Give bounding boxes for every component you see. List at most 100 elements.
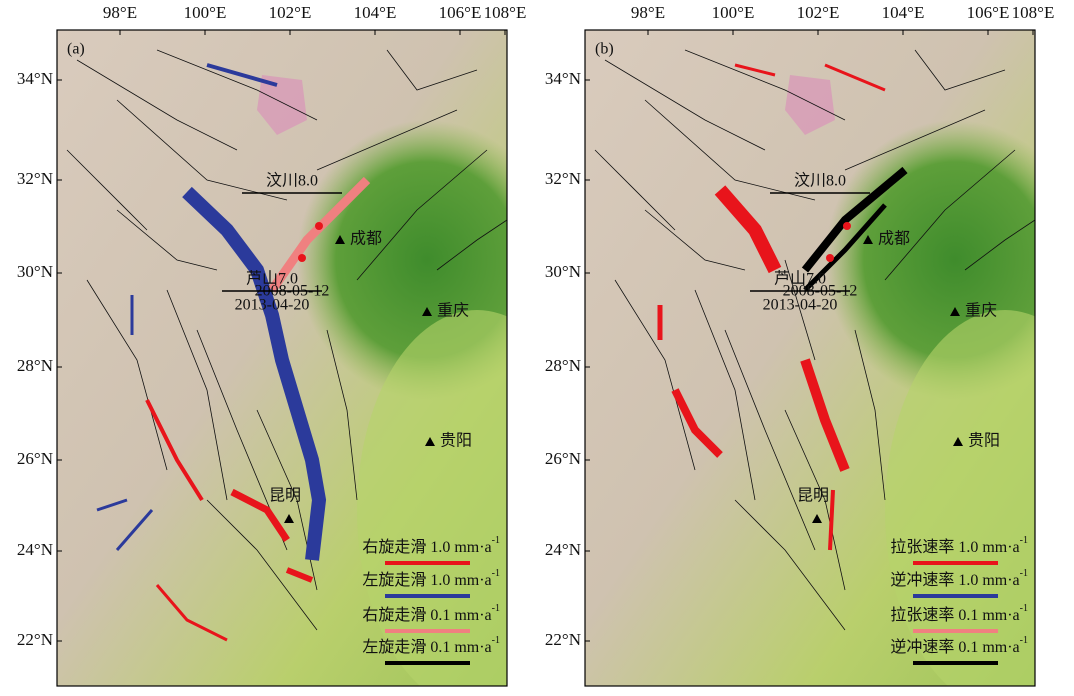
legend-exponent: -1 — [492, 568, 500, 579]
legend-exponent: -1 — [1020, 568, 1028, 579]
lat-tick-label: 34°N — [545, 69, 581, 88]
fault-band — [96, 498, 128, 512]
legend-label: 拉张速率 1.0 mm·a-1 — [890, 535, 1028, 555]
fault-line — [356, 149, 488, 281]
fault-band — [206, 63, 278, 87]
fault-band — [182, 186, 327, 561]
map-frame — [56, 29, 508, 687]
fault-line — [166, 289, 228, 501]
map-frame — [584, 29, 1036, 687]
fault-band — [115, 509, 154, 551]
fault-line — [604, 59, 766, 151]
legend-label: 右旋走滑 0.1 mm·a-1 — [362, 603, 500, 623]
fault-band — [145, 399, 204, 502]
fault-line — [256, 409, 318, 591]
legend-text: 逆冲速率 0.1 mm·a — [890, 638, 1019, 656]
city-marker — [863, 235, 873, 244]
legend-label: 右旋走滑 1.0 mm·a-1 — [362, 535, 500, 555]
fault-band — [671, 388, 723, 458]
city-name: 重庆 — [965, 302, 997, 320]
legend-exponent: -1 — [1020, 603, 1028, 614]
city-name: 重庆 — [437, 302, 469, 320]
lat-tick-label: 28°N — [17, 356, 53, 375]
lon-tick-label: 108°E — [1012, 3, 1055, 22]
fault-line — [594, 149, 676, 231]
epicenter — [843, 222, 851, 230]
fault-line — [116, 209, 218, 271]
lowland — [357, 310, 507, 686]
map-panel: 98°E 100°E 102°E 104°E 106°E 108°E 34°N 32°N 30°… — [545, 3, 1055, 687]
lat-tick-label: 24°N — [545, 540, 581, 559]
epicenter — [298, 254, 306, 262]
fault-line — [326, 329, 358, 501]
legend-text: 拉张速率 1.0 mm·a — [890, 538, 1019, 556]
event-name: 芦山7.0 — [774, 270, 826, 288]
lat-tick-label: 32°N — [17, 169, 53, 188]
fault-band — [824, 63, 886, 92]
lat-tick-label: 22°N — [545, 630, 581, 649]
legend-label: 逆冲速率 1.0 mm·a-1 — [890, 568, 1028, 588]
fault-line — [206, 499, 318, 631]
legend-label: 左旋走滑 0.1 mm·a-1 — [362, 635, 500, 655]
city-name: 贵阳 — [968, 432, 1000, 450]
fault-line — [734, 499, 846, 631]
lon-tick-label: 106°E — [967, 3, 1010, 22]
lon-tick-label: 102°E — [797, 3, 840, 22]
city-marker — [422, 307, 432, 316]
lon-tick-label: 100°E — [184, 3, 227, 22]
fault-line — [844, 109, 986, 171]
legend-text: 拉张速率 0.1 mm·a — [890, 606, 1019, 624]
fault-band — [230, 488, 290, 542]
lowland — [885, 310, 1035, 686]
map-area — [57, 30, 507, 686]
city-name: 昆明 — [269, 488, 301, 505]
fault-line — [386, 49, 478, 91]
map-panel: 98°E 100°E 102°E 104°E 106°E 108°E 34°N 32°N 30°… — [17, 3, 527, 687]
legend-label: 逆冲速率 0.1 mm·a-1 — [890, 635, 1028, 655]
legend-text: 右旋走滑 1.0 mm·a — [362, 538, 491, 556]
fault-line — [316, 109, 458, 171]
fault-band — [800, 358, 850, 472]
fault-line — [436, 219, 507, 271]
lon-tick-label: 108°E — [484, 3, 527, 22]
plateau-lake — [257, 75, 307, 135]
lat-tick-label: 30°N — [17, 262, 53, 281]
city-name: 昆明 — [797, 488, 829, 505]
city-name: 贵阳 — [440, 432, 472, 450]
lon-tick-label: 104°E — [354, 3, 397, 22]
legend-label: 左旋走滑 1.0 mm·a-1 — [362, 568, 500, 588]
city-name: 成都 — [350, 230, 382, 248]
legend-text: 逆冲速率 1.0 mm·a — [890, 571, 1019, 589]
lat-tick-label: 24°N — [17, 540, 53, 559]
fault-line — [724, 329, 816, 551]
fault-band — [828, 489, 835, 551]
lat-tick-label: 32°N — [545, 169, 581, 188]
city-marker — [284, 514, 294, 523]
lon-tick-label: 98°E — [631, 3, 665, 22]
fault-band — [801, 166, 908, 273]
panel-label: (b) — [595, 41, 614, 58]
legend-text: 左旋走滑 1.0 mm·a — [362, 571, 491, 589]
plateau-lake — [785, 75, 835, 135]
legend-label: 拉张速率 0.1 mm·a-1 — [890, 603, 1028, 623]
lat-tick-label: 22°N — [17, 630, 53, 649]
legend-text: 右旋走滑 0.1 mm·a — [362, 606, 491, 624]
event-name: 汶川8.0 — [266, 172, 318, 190]
lon-tick-label: 102°E — [269, 3, 312, 22]
city-marker — [950, 307, 960, 316]
fault-line — [76, 59, 238, 151]
lat-tick-label: 28°N — [545, 356, 581, 375]
legend-text: 左旋走滑 0.1 mm·a — [362, 638, 491, 656]
fault-line — [66, 149, 148, 231]
fault-band — [714, 185, 782, 274]
epicenter — [826, 254, 834, 262]
legend-exponent: -1 — [1020, 535, 1028, 546]
city-marker — [812, 514, 822, 523]
fault-line — [614, 279, 696, 471]
fault-band — [268, 176, 371, 293]
lon-tick-label: 100°E — [712, 3, 755, 22]
epicenter — [315, 222, 323, 230]
city-name: 成都 — [878, 230, 910, 248]
city-marker — [953, 437, 963, 446]
